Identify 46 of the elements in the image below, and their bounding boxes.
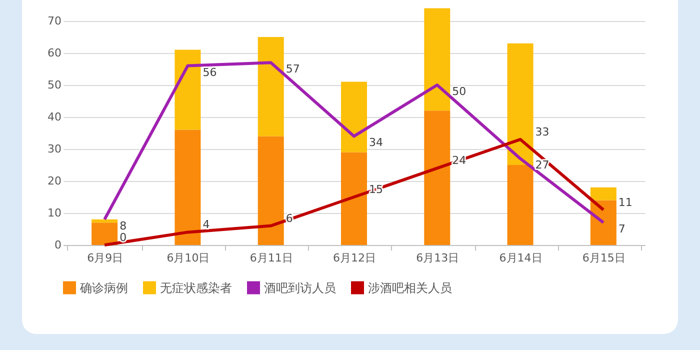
y-tick-label: 60 — [48, 46, 62, 60]
bar — [590, 200, 616, 245]
data-label: 8 — [120, 219, 127, 232]
data-label: 33 — [535, 125, 550, 138]
x-tick-label: 6月11日 — [250, 252, 293, 264]
x-tick-label: 6月9日 — [87, 252, 124, 264]
y-tick-label: 70 — [48, 14, 62, 28]
data-label: 57 — [286, 62, 300, 76]
x-tick-label: 6月14日 — [499, 252, 542, 264]
bar — [424, 110, 450, 245]
x-tick-label: 6月15日 — [582, 252, 626, 264]
bar — [507, 43, 534, 165]
x-tick-label: 6月13日 — [416, 252, 460, 264]
legend-label: 酒吧到访人员 — [264, 280, 336, 295]
y-tick-label: 20 — [48, 174, 62, 188]
y-tick-label: 30 — [48, 142, 62, 156]
y-tick-label: 40 — [48, 110, 62, 124]
data-label: 11 — [618, 196, 632, 209]
bar — [92, 222, 118, 245]
data-label: 27 — [535, 158, 550, 172]
data-label: 7 — [618, 222, 626, 236]
bar — [341, 82, 367, 152]
y-tick-label: 10 — [48, 206, 62, 220]
bar — [174, 50, 201, 130]
bar — [590, 187, 616, 200]
line-series — [103, 138, 605, 246]
bar — [258, 37, 284, 136]
data-label: 0 — [120, 231, 127, 244]
y-tick-label: 50 — [48, 78, 62, 92]
bar — [341, 152, 367, 245]
data-label: 34 — [369, 136, 383, 150]
bar — [507, 165, 534, 245]
data-label: 24 — [452, 154, 466, 168]
legend-label: 无症状感染者 — [160, 280, 232, 295]
legend-label: 确诊病例 — [79, 280, 128, 295]
data-label: 4 — [202, 218, 210, 232]
data-label: 50 — [452, 85, 466, 98]
y-tick-label: 0 — [54, 238, 62, 252]
bar — [424, 8, 450, 111]
bar — [92, 219, 118, 223]
legend-label: 涉酒吧相关人员 — [368, 280, 452, 295]
x-tick-label: 6月10日 — [166, 252, 210, 264]
bar — [258, 136, 284, 245]
x-tick-label: 6月12日 — [333, 252, 376, 264]
bar — [174, 130, 201, 245]
data-label: 56 — [202, 66, 217, 79]
